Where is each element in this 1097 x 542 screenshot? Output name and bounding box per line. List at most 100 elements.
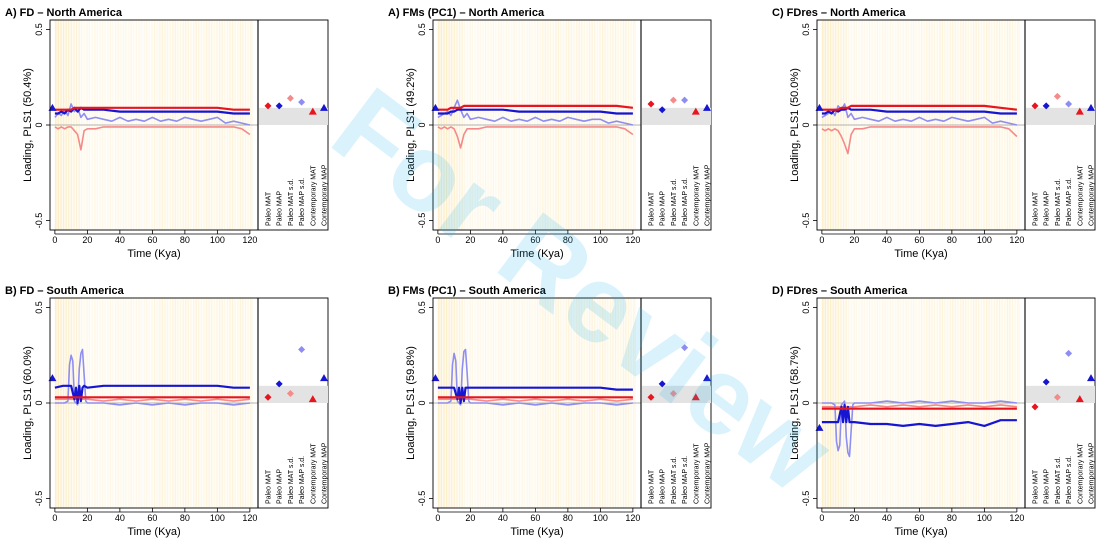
legend-marker-paleo-mat [1031,403,1039,411]
legend-label: Contemporary MAT [310,165,317,226]
y-tick-label: 0 [34,122,44,127]
legend-label: Paleo MAP s.d. [1066,456,1073,504]
x-tick-label: 20 [82,513,92,523]
series-line-paleo-map-sd [821,103,1018,126]
legend-label: Paleo MAT [1033,469,1040,504]
x-tick-label: 100 [210,235,225,245]
chart-panel-3: Paleo MAT Paleo MAP Paleo MAT s.d. Paleo MA… [388,7,712,260]
x-tick-label: 80 [180,513,190,523]
legend-marker-paleo-map-sd [681,344,689,352]
x-tick-label: 40 [498,513,508,523]
y-axis-title: Loading, PLS1 (59.8%) [405,346,417,460]
legend-marker-paleo-mat-sd [669,389,677,397]
x-tick-label: 100 [593,513,608,523]
legend-marker-paleo-map-sd [298,346,306,354]
legend-marker-contemporary-mat [1075,107,1084,115]
panel-title: D) FDres – South America [772,285,908,297]
series-lines [437,348,633,406]
x-axis-title: Time (Kya) [127,526,180,538]
legend-marker-paleo-mat-sd [1053,393,1061,401]
panel-title: C) FDres – North America [772,7,906,19]
legend-marker-paleo-map [658,380,666,388]
x-axis-title: Time (Kya) [127,248,180,260]
x-tick-label: 20 [82,235,92,245]
x-tick-label: 100 [977,513,992,523]
legend-marker-paleo-mat [1031,102,1039,110]
y-tick-label: 0 [34,400,44,405]
legend-marker-contemporary-mat [1075,395,1084,403]
legend-marker-paleo-map [658,106,666,114]
legend-label: Contemporary MAP [1089,164,1096,226]
x-tick-label: 120 [625,235,640,245]
x-tick-label: 0 [52,513,57,523]
series-line-paleo-mat [437,104,634,111]
chart-panel-4: Paleo MAT Paleo MAP Paleo MAT s.d. Paleo MA… [388,285,712,538]
x-tick-label: 80 [563,513,573,523]
series-line-paleo-mat-sd [821,126,1018,155]
legend-label: Paleo MAP [660,191,667,226]
series-line-paleo-map [437,108,633,115]
y-tick-label: 0 [801,400,811,405]
x-tick-label: 40 [882,513,892,523]
x-tick-label: 60 [147,235,157,245]
x-tick-label: 100 [593,235,608,245]
x-tick-label: 0 [819,235,824,245]
legend-label: Paleo MAT s.d. [671,179,678,226]
series-line-paleo-mat-sd [437,126,634,149]
y-tick-label: -0.5 [801,491,811,507]
x-tick-label: 120 [625,513,640,523]
legend-label: Paleo MAP s.d. [299,178,306,226]
x-tick-label: 0 [819,513,824,523]
series-line-paleo-mat-sd [54,126,251,151]
x-axis-title: Time (Kya) [894,248,947,260]
legend-label: Paleo MAT s.d. [1055,457,1062,504]
legend-label: Paleo MAP [1044,191,1051,226]
series-line-paleo-map [821,403,1017,427]
legend-marker-paleo-map [1042,378,1050,386]
legend-marker-paleo-mat [647,100,655,108]
legend-label: Paleo MAP s.d. [682,456,689,504]
legend-marker-contemporary-mat [691,107,700,115]
legend-label: Contemporary MAT [693,165,700,226]
legend-marker-contemporary-map [1087,374,1095,382]
legend-label: Paleo MAT [266,469,273,504]
chart-panel-6: Paleo MAT Paleo MAP Paleo MAT s.d. Paleo MA… [772,285,1096,538]
panel-title: A) FD – North America [5,7,123,19]
legend-label: Paleo MAT s.d. [671,457,678,504]
legend-grey-band [642,107,711,125]
legend-label: Contemporary MAT [1077,443,1084,504]
x-axis-title: Time (Kya) [510,248,563,260]
panel-title: B) FD – South America [5,285,125,297]
x-tick-label: 40 [882,235,892,245]
legend-label: Paleo MAT [649,191,656,226]
legend-label: Contemporary MAT [310,443,317,504]
legend-label: Contemporary MAP [322,442,329,504]
legend-label: Contemporary MAT [1077,165,1084,226]
x-tick-label: 40 [115,513,125,523]
x-tick-label: 20 [849,235,859,245]
legend-label: Paleo MAT [266,191,273,226]
y-tick-label: 0 [801,122,811,127]
legend-label: Paleo MAT s.d. [288,457,295,504]
series-line-paleo-map [54,106,250,115]
x-tick-label: 0 [435,513,440,523]
series-line-paleo-map [54,384,250,405]
legend-marker-paleo-mat-sd [1053,92,1061,100]
legend-marker-contemporary-map [1087,103,1095,111]
legend-marker-contemporary-mat [308,395,317,403]
legend-label: Paleo MAP s.d. [1066,178,1073,226]
series-lines [821,400,1017,458]
x-tick-label: 20 [465,235,475,245]
x-tick-label: 60 [914,235,924,245]
series-lines [54,348,250,406]
legend-marker-contemporary-map [320,374,328,382]
series-line-paleo-map-sd [54,103,251,126]
x-tick-label: 120 [1009,235,1024,245]
series-line-paleo-mat-sd [437,398,633,402]
legend-label: Paleo MAT s.d. [1055,179,1062,226]
y-axis-title: Loading, PLS1 (50.4%) [22,68,34,182]
y-tick-label: -0.5 [34,213,44,229]
panel-title: A) FMs (PC1) – North America [388,7,545,19]
x-tick-label: 100 [977,235,992,245]
